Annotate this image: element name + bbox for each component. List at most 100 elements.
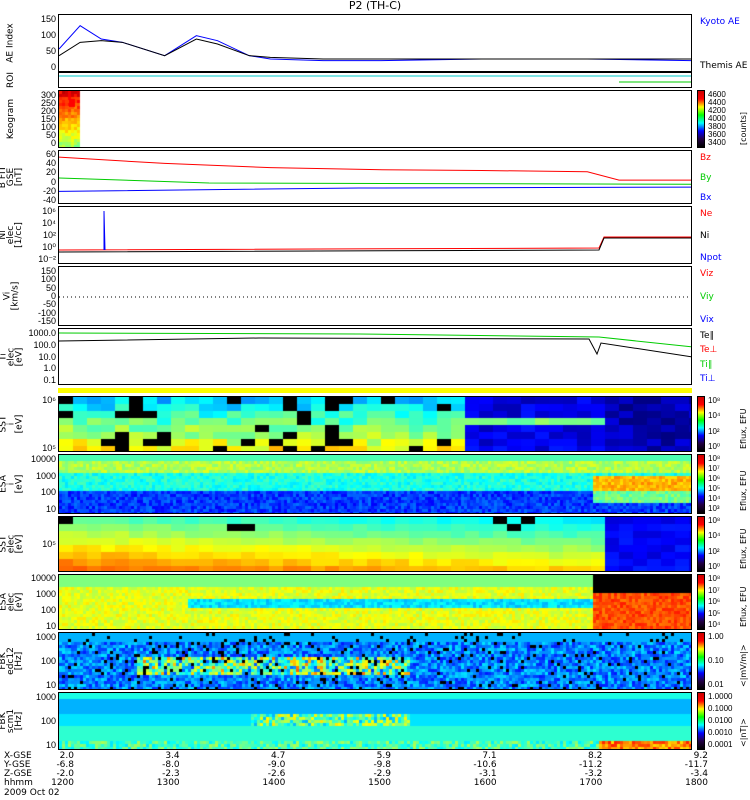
ylabel-roi: ROI	[0, 72, 22, 88]
colorbar-tick: 3600	[708, 130, 726, 139]
legend-by: By	[700, 173, 712, 183]
y-tick-label: 10	[45, 740, 56, 751]
axis-tick-value: -11.7	[684, 760, 708, 770]
series-te-par	[59, 337, 691, 358]
y-tick-label: 100	[40, 716, 56, 726]
colorbar-esa_i	[697, 454, 705, 514]
panel-sst_e	[58, 516, 692, 572]
axis-tick-value: 4.7	[271, 751, 286, 761]
series-kyoto-ae	[59, 25, 691, 62]
colorbar-title: Eflux, EFU	[739, 528, 748, 570]
colorbar-title: Eflux, EFU	[739, 470, 748, 512]
y-tick-label: 0	[50, 62, 56, 73]
yellow-status-bar	[58, 388, 692, 393]
date-label: 2009 Oct 02	[4, 788, 60, 798]
series-by	[59, 177, 691, 185]
y-tick-label: 50	[45, 46, 56, 57]
series-ne	[59, 236, 691, 251]
ylabel-text: ROI	[6, 72, 16, 88]
colorbar-tick: 10⁵	[708, 608, 721, 618]
series-bz	[59, 156, 691, 181]
ylabel-text: FBK edc12 [Hz]	[0, 647, 24, 675]
colorbar-tick: 1.00	[708, 632, 724, 641]
legend-vix: Vix	[700, 315, 714, 325]
y-tick-label: -100	[37, 307, 56, 318]
y-tick-label: 100.0	[33, 339, 56, 350]
plot-ti	[59, 332, 691, 358]
colorbar-tick: 4000	[708, 114, 726, 123]
y-tick-label: 10000	[30, 453, 56, 464]
panel-sst_i	[58, 396, 692, 452]
colorbar-tick: 10²	[708, 546, 720, 556]
colorbar-tick: 0.0001	[708, 740, 733, 749]
colorbar-tick: 10⁸	[708, 454, 721, 463]
ylabel-text: Keogram	[6, 98, 17, 140]
y-tick-label: -20	[42, 185, 56, 196]
axis-tick-value: 1200	[51, 778, 74, 788]
colorbar-tick: 10⁴	[708, 531, 721, 541]
panel-fbk1	[58, 632, 692, 690]
colorbar-tick: 0.01	[708, 680, 724, 689]
panel-ni	[58, 206, 692, 264]
y-tick-label: 0	[50, 176, 56, 187]
ylabel-text: ESA i [eV]	[0, 474, 24, 494]
spectrogram-sst_i	[59, 397, 691, 451]
colorbar-tick: 10⁴	[708, 620, 721, 629]
y-tick-label: 10	[45, 680, 56, 691]
spectrogram-fbk2	[59, 693, 691, 749]
y-tick-label: 10.0	[38, 351, 56, 362]
colorbar-tick: 10⁷	[708, 585, 720, 595]
axis-tick-value: -9.0	[267, 760, 286, 770]
series-ni	[59, 237, 691, 253]
y-tick-label: 200	[40, 105, 56, 116]
colorbar-tick: 1.0000	[708, 692, 733, 701]
colorbar-tick: 0.0010	[708, 728, 733, 737]
y-tick-label: 1000	[35, 691, 56, 702]
colorbar-title: Eflux, EFU	[739, 586, 748, 628]
ylabel-sst_e: SST elec [eV]	[0, 516, 24, 572]
legend-te: Te⊥	[700, 345, 718, 356]
y-tick-label: -150	[37, 316, 56, 327]
y-tick-label: 10000	[30, 573, 56, 584]
y-tick-label: 100	[40, 274, 56, 285]
axis-tick-value: -10.6	[473, 760, 497, 770]
y-tick-label: 10	[45, 620, 56, 631]
panel-ti	[58, 328, 692, 385]
axis-row-label: X-GSE	[4, 751, 32, 761]
y-tick-label: 150	[40, 265, 56, 276]
axis-tick-value: -3.4	[690, 769, 708, 779]
ylabel-text: SST i [eV]	[0, 414, 24, 434]
y-tick-label: 100	[40, 122, 56, 133]
y-tick-label: 50	[45, 130, 56, 141]
spectrogram-keo	[59, 91, 691, 147]
legend-npot: Npot	[700, 253, 722, 263]
y-tick-label: 250	[40, 97, 56, 108]
ylabel-bfit: B FIT GSE [nT]	[0, 150, 24, 204]
axis-tick-value: 2.0	[59, 751, 74, 761]
colorbar-tick: 10⁰	[708, 442, 721, 451]
colorbar-tick: 10⁴	[708, 494, 721, 503]
ylabel-keo: Keogram	[0, 90, 22, 148]
y-tick-label: 10⁰	[42, 242, 56, 253]
y-tick-label: -40	[42, 194, 56, 205]
y-tick-label: 10⁻²	[38, 254, 56, 265]
axis-tick-value: -2.0	[56, 769, 74, 779]
legend-viy: Viy	[700, 292, 714, 302]
axis-tick-value: -2.9	[373, 769, 391, 779]
axis-tick-value: 5.9	[376, 751, 391, 761]
colorbar-tick: 0.1000	[708, 704, 733, 713]
y-tick-label: 100	[40, 29, 56, 40]
legend-te: Te∥	[700, 331, 715, 341]
y-tick-label: 10⁵	[42, 442, 56, 453]
plot-ae	[59, 25, 691, 62]
y-tick-label: 60	[45, 149, 56, 160]
ylabel-ae: AE Index	[0, 14, 22, 72]
colorbar-tick: 10⁶	[708, 597, 721, 606]
panel-esa_e	[58, 574, 692, 630]
legend-kyotoae: Kyoto AE	[700, 17, 740, 27]
y-tick-label: 50	[45, 282, 56, 293]
colorbar-tick: 4600	[708, 90, 726, 99]
y-tick-label: 300	[40, 89, 56, 100]
series-ti-par	[59, 332, 691, 348]
y-tick-label: -50	[42, 299, 56, 310]
